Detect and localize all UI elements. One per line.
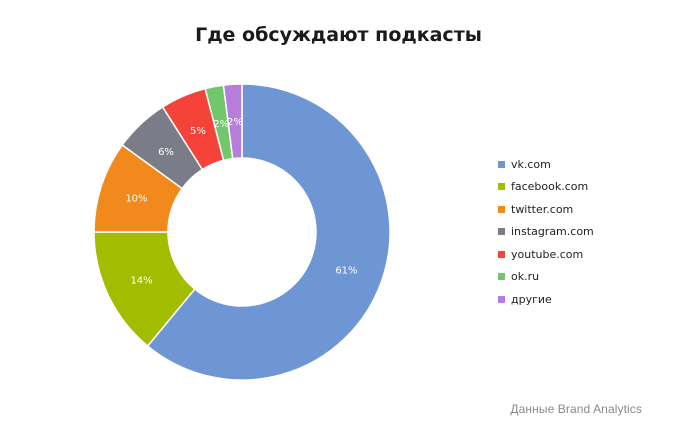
legend-item: vk.com <box>498 153 594 176</box>
legend-label: facebook.com <box>511 180 589 194</box>
legend-swatch <box>498 160 505 168</box>
chart-legend: vk.com facebook.com twitter.com instagram.c… <box>498 153 594 311</box>
legend-label: youtube.com <box>511 247 584 261</box>
legend-label: ok.ru <box>511 270 540 284</box>
slice-label-twitter.com: 10% <box>125 194 147 205</box>
legend-item: instagram.com <box>498 221 594 244</box>
legend-label: vk.com <box>511 157 551 171</box>
slice-label-vk.com: 61% <box>335 266 357 277</box>
chart-title: Где обсуждают подкасты <box>195 24 482 46</box>
legend-label: instagram.com <box>511 225 594 239</box>
slice-label-ok.ru: 2% <box>213 119 229 130</box>
source-note: Данные Brand Analytics <box>510 402 642 416</box>
slice-label-instagram.com: 6% <box>158 147 174 158</box>
legend-swatch <box>498 228 505 236</box>
legend-item: twitter.com <box>498 198 594 221</box>
legend-label: twitter.com <box>511 202 574 216</box>
legend-item: другие <box>498 288 594 311</box>
legend-swatch <box>498 250 505 258</box>
legend-swatch <box>498 273 505 281</box>
legend-item: youtube.com <box>498 243 594 266</box>
slice-label-другие: 2% <box>227 117 243 128</box>
legend-swatch <box>498 183 505 191</box>
slice-другие <box>222 83 243 160</box>
legend-swatch <box>498 205 505 213</box>
slice-label-youtube.com: 5% <box>190 126 206 137</box>
slice-label-facebook.com: 14% <box>130 275 152 286</box>
legend-item: ok.ru <box>498 266 594 289</box>
legend-label: другие <box>511 292 552 306</box>
legend-item: facebook.com <box>498 176 594 199</box>
slice-vk.com <box>146 83 391 381</box>
legend-swatch <box>498 295 505 303</box>
